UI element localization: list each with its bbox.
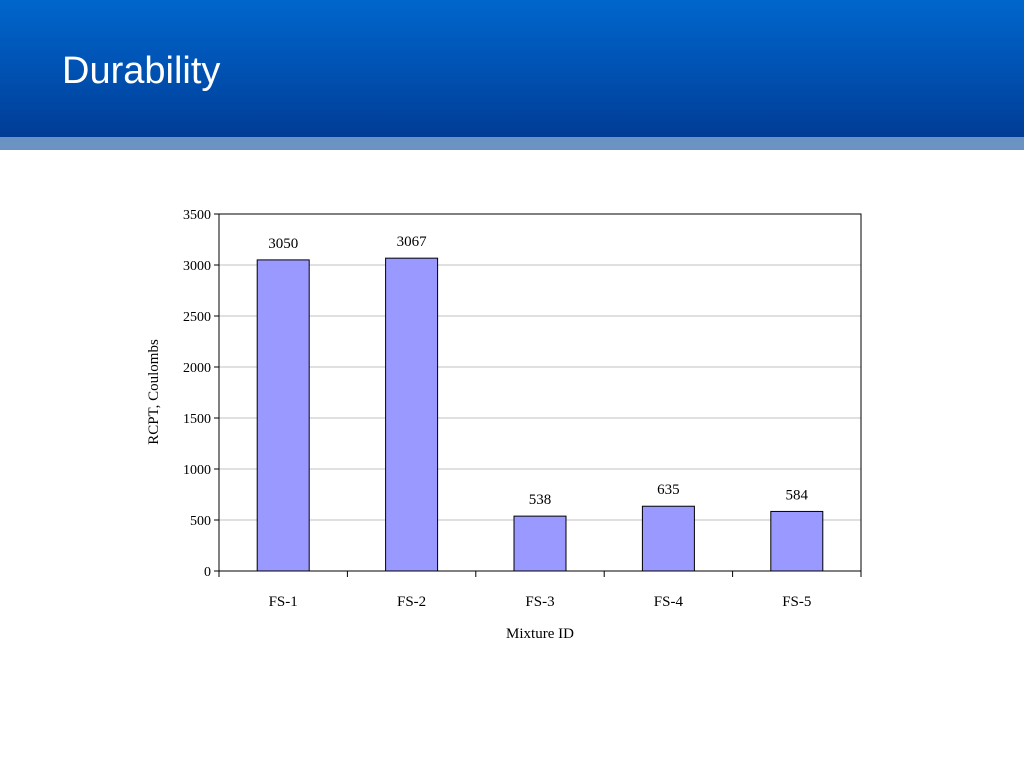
y-tick-label: 500 — [190, 514, 211, 529]
y-tick-label: 2500 — [183, 310, 211, 325]
bars — [256, 257, 824, 572]
x-tick-label: FS-5 — [782, 594, 811, 610]
gridlines — [219, 264, 861, 521]
header-divider-band — [0, 137, 1024, 150]
y-tick-label: 1000 — [183, 463, 211, 478]
bar-fs-2 — [385, 257, 439, 572]
data-label: 538 — [529, 492, 552, 508]
bar-fs-1 — [256, 259, 310, 572]
x-tick-label: FS-2 — [397, 594, 426, 610]
x-axis-title: Mixture ID — [506, 626, 574, 642]
y-tick-label: 3500 — [183, 208, 211, 223]
x-tick-label: FS-3 — [525, 594, 554, 610]
data-label: 635 — [657, 482, 680, 498]
slide-title: Durability — [62, 50, 221, 92]
bar-fs-3 — [513, 515, 567, 572]
data-label: 3050 — [268, 236, 298, 252]
y-axis-title: RCPT, Coulombs — [146, 339, 162, 445]
bar-fs-5 — [770, 510, 824, 572]
bar-fs-4 — [641, 505, 695, 572]
labels: 0 500 1000 1500 2000 2500 3000 3500 FS-1 3050 FS-2… — [183, 208, 811, 610]
y-tick-label: 1500 — [183, 412, 211, 427]
data-label: 3067 — [397, 234, 428, 250]
y-tick-label: 2000 — [183, 361, 211, 376]
plot-area-frame — [218, 213, 862, 572]
x-tick-label: FS-4 — [654, 594, 684, 610]
x-tick-label: FS-1 — [269, 594, 298, 610]
slide-header: Durability — [0, 0, 1024, 137]
axes — [214, 213, 862, 577]
y-tick-label: 0 — [204, 565, 211, 580]
y-tick-label: 3000 — [183, 259, 211, 274]
data-label: 584 — [786, 487, 809, 503]
